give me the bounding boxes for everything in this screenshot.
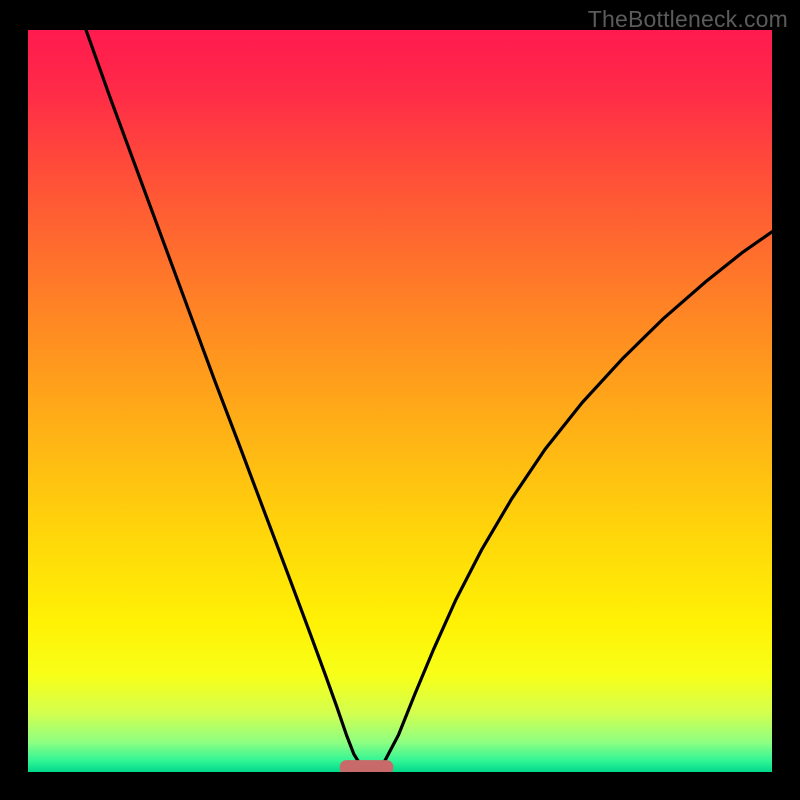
optimal-range-marker <box>340 760 394 772</box>
chart-frame: TheBottleneck.com <box>0 0 800 800</box>
plot-svg <box>28 30 772 772</box>
plot-background <box>28 30 772 772</box>
plot-area <box>28 30 772 772</box>
watermark-label: TheBottleneck.com <box>588 6 788 33</box>
